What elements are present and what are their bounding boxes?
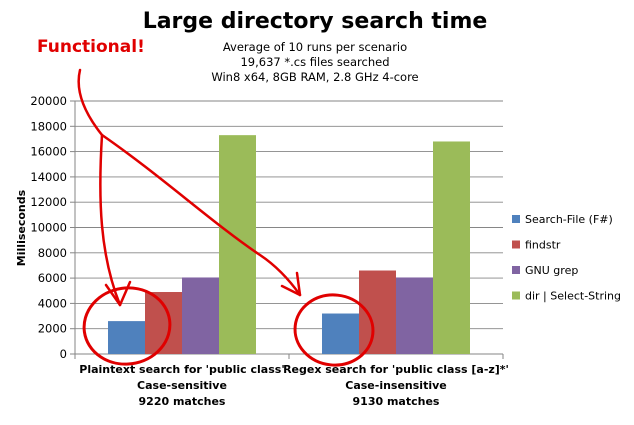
legend-label: findstr	[525, 239, 561, 252]
annotation-arrow	[100, 133, 302, 297]
bar	[219, 135, 256, 354]
annotation-text: Functional!	[37, 37, 145, 57]
category-label: Case-insensitive	[345, 379, 447, 392]
legend: Search-File (F#) findstr GNU grep dir | Sel…	[512, 213, 621, 303]
annotation-circle	[293, 293, 375, 367]
category-label: 9130 matches	[353, 395, 440, 408]
legend-label: GNU grep	[525, 264, 578, 277]
bar	[182, 277, 219, 354]
y-tick-label: 6000	[38, 271, 67, 285]
annotation-arrowhead	[104, 280, 132, 307]
y-tick-label: 12000	[30, 195, 67, 209]
bar	[396, 277, 433, 354]
y-tick-label: 0	[60, 347, 67, 361]
legend-swatch	[512, 240, 520, 249]
y-tick-label: 8000	[38, 246, 67, 260]
annotation-arrowhead	[280, 271, 302, 297]
annotation-arrow	[77, 68, 122, 307]
category-labels: Plaintext search for 'public class' Case-…	[79, 363, 509, 408]
category-label: Regex search for 'public class [a-z]*'	[283, 363, 509, 376]
bars	[108, 135, 470, 354]
y-tick-label: 16000	[30, 145, 67, 159]
y-tick-label: 18000	[30, 119, 67, 133]
y-axis-label: Milliseconds	[15, 189, 28, 266]
bar	[108, 321, 145, 354]
chart-subtitle-line-3: Win8 x64, 8GB RAM, 2.8 GHz 4-core	[211, 70, 418, 84]
y-tick-label: 10000	[30, 221, 67, 235]
legend-swatch	[512, 291, 520, 300]
bar	[322, 313, 359, 354]
y-tick-label: 4000	[38, 296, 67, 310]
category-label: 9220 matches	[139, 395, 226, 408]
legend-label: dir | Select-String	[525, 290, 621, 303]
legend-label: Search-File (F#)	[525, 213, 613, 226]
annotation-circle	[82, 286, 172, 366]
legend-swatch	[512, 266, 520, 274]
legend-swatch	[512, 215, 520, 223]
category-label: Case-sensitive	[137, 379, 227, 392]
bar	[433, 141, 470, 354]
y-tick-labels: 0 2000 4000 6000 8000 10000 12000 14000 16000 180…	[30, 94, 67, 361]
y-tick-label: 14000	[30, 170, 67, 184]
bar	[359, 270, 396, 354]
y-tick-label: 20000	[30, 94, 67, 108]
chart-title: Large directory search time	[143, 9, 488, 34]
y-tick-label: 2000	[38, 322, 67, 336]
chart-subtitle-line-2: 19,637 *.cs files searched	[240, 55, 389, 69]
category-label: Plaintext search for 'public class'	[79, 363, 284, 376]
annotation-overlay: Functional!	[37, 37, 375, 367]
chart-subtitle-line-1: Average of 10 runs per scenario	[223, 40, 407, 54]
